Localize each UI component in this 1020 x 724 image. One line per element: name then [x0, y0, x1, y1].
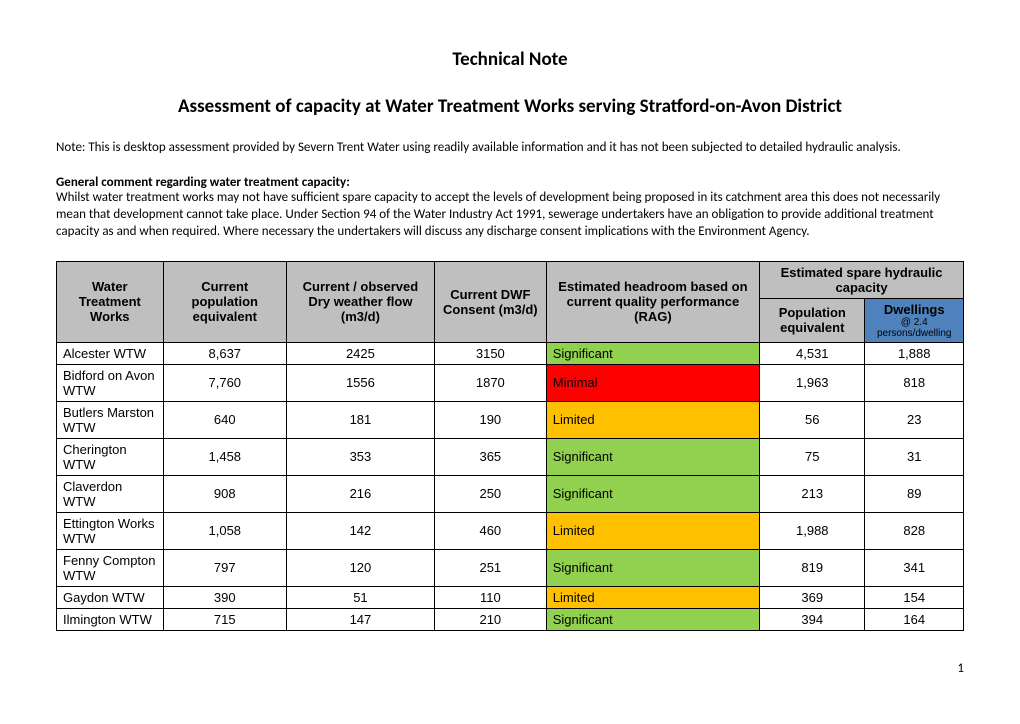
cell-dwellings: 89 [865, 475, 964, 512]
col-dry-flow: Current / observed Dry weather flow (m3/… [286, 261, 434, 342]
col-wtw: Water Treatment Works [57, 261, 164, 342]
cell-rag: Limited [546, 401, 759, 438]
capacity-table: Water Treatment Works Current population… [56, 261, 964, 631]
cell-current-pop: 7,760 [163, 364, 286, 401]
cell-dwellings: 164 [865, 608, 964, 630]
cell-dwf-consent: 110 [434, 586, 546, 608]
cell-dry-flow: 216 [286, 475, 434, 512]
cell-rag: Limited [546, 512, 759, 549]
general-heading: General comment regarding water treatmen… [56, 175, 964, 190]
table-row: Butlers Marston WTW640181190Limited5623 [57, 401, 964, 438]
table-row: Ettington Works WTW1,058142460Limited1,9… [57, 512, 964, 549]
cell-wtw: Ilmington WTW [57, 608, 164, 630]
cell-rag: Limited [546, 586, 759, 608]
cell-pop-equiv: 394 [760, 608, 865, 630]
cell-current-pop: 1,058 [163, 512, 286, 549]
cell-dry-flow: 1556 [286, 364, 434, 401]
cell-dwellings: 23 [865, 401, 964, 438]
cell-wtw: Cherington WTW [57, 438, 164, 475]
cell-pop-equiv: 1,988 [760, 512, 865, 549]
col-spare-cap: Estimated spare hydraulic capacity [760, 261, 964, 298]
cell-wtw: Ettington Works WTW [57, 512, 164, 549]
cell-pop-equiv: 213 [760, 475, 865, 512]
cell-dwf-consent: 3150 [434, 342, 546, 364]
cell-current-pop: 8,637 [163, 342, 286, 364]
cell-dwf-consent: 460 [434, 512, 546, 549]
cell-current-pop: 1,458 [163, 438, 286, 475]
cell-pop-equiv: 75 [760, 438, 865, 475]
cell-dwellings: 828 [865, 512, 964, 549]
cell-rag: Significant [546, 475, 759, 512]
cell-dry-flow: 142 [286, 512, 434, 549]
col-current-pop: Current population equivalent [163, 261, 286, 342]
cell-wtw: Fenny Compton WTW [57, 549, 164, 586]
cell-pop-equiv: 56 [760, 401, 865, 438]
cell-pop-equiv: 819 [760, 549, 865, 586]
cell-pop-equiv: 4,531 [760, 342, 865, 364]
col-dwf-consent: Current DWF Consent (m3/d) [434, 261, 546, 342]
table-row: Ilmington WTW715147210Significant394164 [57, 608, 964, 630]
cell-current-pop: 640 [163, 401, 286, 438]
cell-dwf-consent: 251 [434, 549, 546, 586]
cell-dwellings: 31 [865, 438, 964, 475]
table-row: Bidford on Avon WTW7,76015561870Minimal1… [57, 364, 964, 401]
cell-dwellings: 818 [865, 364, 964, 401]
col-pop-equiv: Population equivalent [760, 298, 865, 342]
cell-current-pop: 390 [163, 586, 286, 608]
note-text: Note: This is desktop assessment provide… [56, 140, 964, 157]
cell-rag: Significant [546, 438, 759, 475]
page-title: Technical Note [56, 48, 964, 71]
cell-rag: Minimal [546, 364, 759, 401]
cell-wtw: Bidford on Avon WTW [57, 364, 164, 401]
table-row: Alcester WTW8,63724253150Significant4,53… [57, 342, 964, 364]
table-row: Fenny Compton WTW797120251Significant819… [57, 549, 964, 586]
cell-dwf-consent: 210 [434, 608, 546, 630]
cell-rag: Significant [546, 549, 759, 586]
cell-current-pop: 797 [163, 549, 286, 586]
cell-dwf-consent: 250 [434, 475, 546, 512]
cell-dwellings: 1,888 [865, 342, 964, 364]
cell-wtw: Claverdon WTW [57, 475, 164, 512]
cell-dry-flow: 2425 [286, 342, 434, 364]
cell-dry-flow: 147 [286, 608, 434, 630]
cell-dwf-consent: 1870 [434, 364, 546, 401]
cell-rag: Significant [546, 342, 759, 364]
table-row: Cherington WTW1,458353365Significant7531 [57, 438, 964, 475]
cell-pop-equiv: 369 [760, 586, 865, 608]
cell-dry-flow: 51 [286, 586, 434, 608]
cell-wtw: Alcester WTW [57, 342, 164, 364]
cell-dwf-consent: 365 [434, 438, 546, 475]
table-row: Claverdon WTW908216250Significant21389 [57, 475, 964, 512]
cell-wtw: Gaydon WTW [57, 586, 164, 608]
cell-dry-flow: 353 [286, 438, 434, 475]
cell-dwellings: 341 [865, 549, 964, 586]
cell-current-pop: 715 [163, 608, 286, 630]
cell-rag: Significant [546, 608, 759, 630]
dwellings-label: Dwellings [884, 302, 945, 317]
table-row: Gaydon WTW39051110Limited369154 [57, 586, 964, 608]
page-number: 1 [56, 661, 964, 676]
cell-wtw: Butlers Marston WTW [57, 401, 164, 438]
dwellings-sublabel: @ 2.4 persons/dwelling [871, 317, 957, 339]
cell-pop-equiv: 1,963 [760, 364, 865, 401]
cell-dwf-consent: 190 [434, 401, 546, 438]
cell-dry-flow: 181 [286, 401, 434, 438]
general-body: Whilst water treatment works may not hav… [56, 190, 964, 241]
col-headroom: Estimated headroom based on current qual… [546, 261, 759, 342]
cell-dry-flow: 120 [286, 549, 434, 586]
cell-dwellings: 154 [865, 586, 964, 608]
page-subtitle: Assessment of capacity at Water Treatmen… [56, 95, 964, 118]
cell-current-pop: 908 [163, 475, 286, 512]
col-dwellings: Dwellings @ 2.4 persons/dwelling [865, 298, 964, 342]
